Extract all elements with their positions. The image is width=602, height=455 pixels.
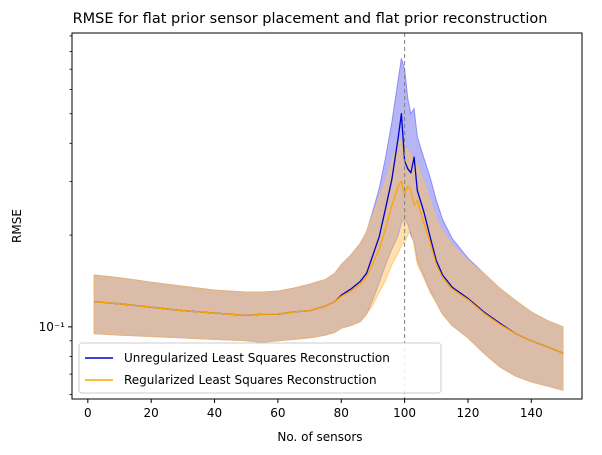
x-tick-label: 20: [144, 406, 159, 420]
x-tick-label: 80: [334, 406, 349, 420]
y-tick-label: 10⁻¹: [39, 320, 66, 334]
x-tick-label: 140: [520, 406, 543, 420]
plot-frame: [71, 32, 583, 400]
x-tick-label: 100: [393, 406, 416, 420]
legend: Unregularized Least Squares Reconstructi…: [78, 342, 442, 394]
x-tick-label: 120: [457, 406, 480, 420]
x-tick-label: 40: [207, 406, 222, 420]
band-regularized: [93, 139, 564, 391]
legend-label-regularized: Regularized Least Squares Reconstruction: [124, 373, 377, 387]
x-tick-label: 60: [270, 406, 285, 420]
y-axis-label: RMSE: [10, 209, 24, 243]
legend-label-unregularized: Unregularized Least Squares Reconstructi…: [124, 351, 390, 365]
x-axis-ticks: 0 20 40 60 80 100 120 140: [84, 399, 543, 420]
series-lines: [94, 113, 564, 354]
confidence-bands: [93, 58, 564, 391]
chart-title: RMSE for flat prior sensor placement and…: [73, 11, 548, 27]
y-axis-ticks: 10⁻¹: [39, 35, 72, 395]
legend-box: [78, 342, 442, 394]
line-regularized: [94, 180, 564, 354]
x-axis-label: No. of sensors: [277, 430, 362, 444]
x-tick-label: 0: [84, 406, 92, 420]
